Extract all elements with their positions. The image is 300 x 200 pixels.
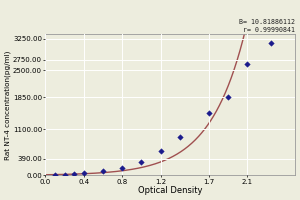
X-axis label: Optical Density: Optical Density <box>138 186 202 195</box>
Point <box>139 160 144 163</box>
Point <box>72 173 77 176</box>
Point <box>120 166 125 169</box>
Point <box>101 169 106 173</box>
Point <box>53 173 58 177</box>
Point <box>158 149 163 152</box>
Point <box>62 173 67 176</box>
Point <box>206 111 211 115</box>
Point <box>178 136 182 139</box>
Y-axis label: Rat NT-4 concentration(pg/ml): Rat NT-4 concentration(pg/ml) <box>5 50 11 160</box>
Text: B= 10.81886112
r= 0.99990841: B= 10.81886112 r= 0.99990841 <box>239 19 295 33</box>
Point <box>269 41 274 44</box>
Point <box>82 172 86 175</box>
Point <box>245 62 250 65</box>
Point <box>226 96 230 99</box>
